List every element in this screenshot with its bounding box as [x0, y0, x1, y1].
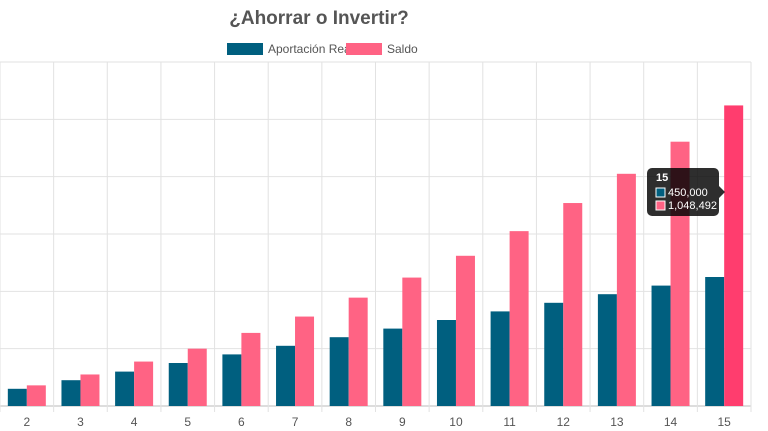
tooltip-swatch-aportacion: [655, 187, 666, 198]
x-tick-label: 12: [557, 415, 571, 429]
x-tick-label: 2: [23, 415, 30, 429]
legend-swatch-saldo: [346, 43, 382, 55]
x-tick-label: 9: [399, 415, 406, 429]
bar-aportacion-5[interactable]: [168, 363, 188, 406]
bar-aportacion-3[interactable]: [61, 380, 81, 406]
x-tick-label: 11: [503, 415, 516, 429]
legend-item-aportacion[interactable]: Aportación Real: [227, 42, 353, 56]
bar-saldo-3[interactable]: [80, 374, 100, 406]
bar-saldo-8[interactable]: [348, 297, 368, 406]
bar-saldo-12[interactable]: [563, 203, 583, 406]
tooltip-box: [647, 168, 725, 216]
bar-saldo-11[interactable]: [509, 231, 529, 406]
bar-saldo-2[interactable]: [26, 385, 46, 406]
bar-aportacion-6[interactable]: [222, 354, 242, 406]
tooltip: 15 450,000 1,048,492: [647, 168, 725, 216]
legend-swatch-aportacion: [227, 43, 263, 55]
bar-saldo-9[interactable]: [402, 277, 422, 406]
tooltip-swatch-saldo: [655, 200, 666, 211]
x-tick-label: 13: [610, 415, 624, 429]
bar-aportacion-7[interactable]: [276, 345, 296, 406]
bar-aportacion-12[interactable]: [544, 302, 564, 406]
bar-saldo-5[interactable]: [187, 348, 207, 406]
x-tick-label: 5: [184, 415, 191, 429]
bar-saldo-13[interactable]: [616, 173, 636, 406]
bar-aportacion-13[interactable]: [597, 294, 617, 406]
legend-label-saldo: Saldo: [387, 42, 418, 56]
x-axis-ticks: 2 3 4 5 6 7 8 9 10 11 12 13 14 15: [23, 415, 731, 429]
bar-saldo-15[interactable]: [724, 105, 744, 406]
bar-saldo-7[interactable]: [295, 316, 315, 406]
bar-aportacion-10[interactable]: [436, 320, 456, 406]
bar-saldo-4[interactable]: [134, 361, 154, 406]
bar-aportacion-4[interactable]: [115, 371, 135, 406]
bars: [7, 105, 744, 406]
tooltip-title: 15: [656, 172, 668, 184]
bar-saldo-10[interactable]: [455, 255, 475, 406]
x-tick-label: 10: [449, 415, 463, 429]
legend-item-saldo[interactable]: Saldo: [346, 42, 418, 56]
bar-aportacion-2[interactable]: [7, 388, 27, 406]
x-tick-label: 15: [717, 415, 731, 429]
tooltip-value-saldo: 1,048,492: [668, 200, 717, 212]
x-tick-label: 7: [292, 415, 299, 429]
bar-aportacion-15[interactable]: [705, 277, 725, 406]
bar-aportacion-8[interactable]: [329, 337, 349, 406]
x-tick-label: 8: [345, 415, 352, 429]
legend-label-aportacion: Aportación Real: [268, 42, 353, 56]
chart-title: ¿Ahorrar o Invertir?: [229, 8, 408, 29]
x-tick-label: 14: [664, 415, 678, 429]
x-tick-label: 3: [77, 415, 84, 429]
bar-aportacion-14[interactable]: [651, 285, 671, 406]
x-tick-label: 4: [131, 415, 138, 429]
bar-aportacion-9[interactable]: [383, 328, 403, 406]
tooltip-value-aportacion: 450,000: [668, 187, 708, 199]
x-tick-label: 6: [238, 415, 245, 429]
bar-saldo-6[interactable]: [241, 332, 261, 406]
bar-aportacion-11[interactable]: [490, 311, 510, 406]
gridlines: [0, 61, 752, 412]
legend: Aportación Real Saldo: [227, 42, 418, 56]
